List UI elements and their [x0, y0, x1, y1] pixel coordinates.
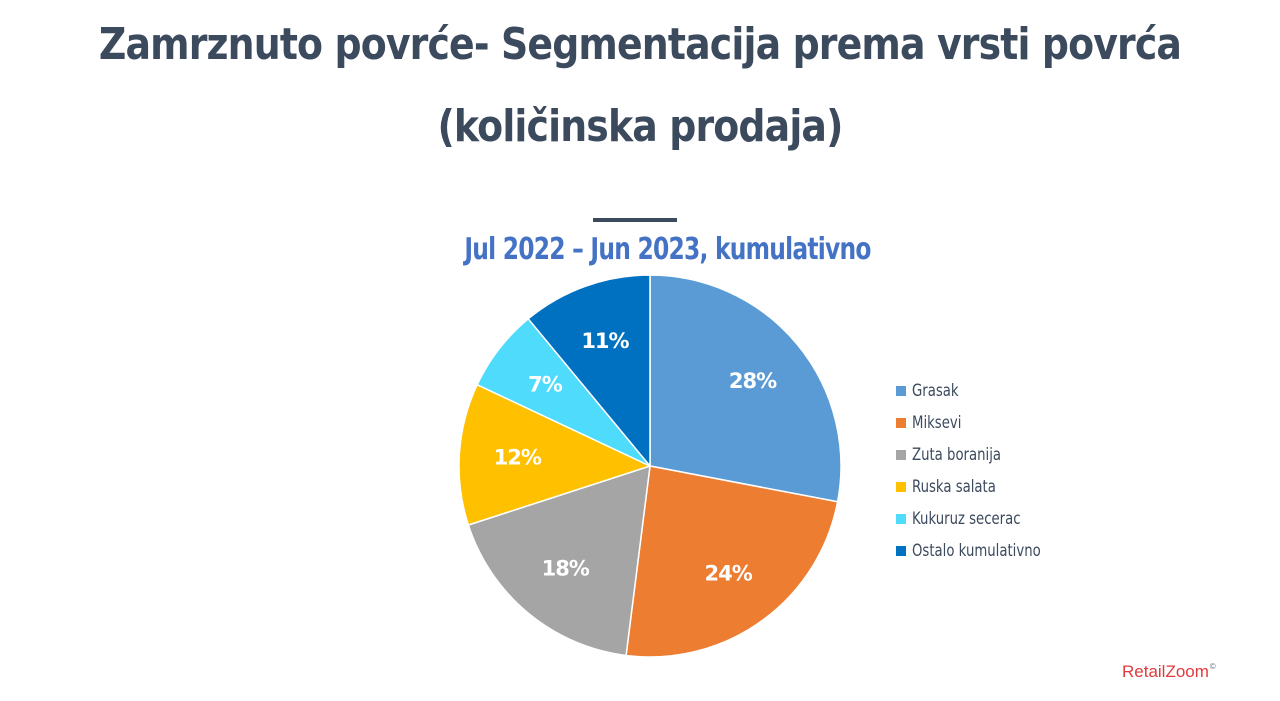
- pie-data-label: 7%: [528, 372, 563, 396]
- legend-swatch: [896, 418, 906, 428]
- pie-data-label: 24%: [705, 562, 753, 586]
- legend-item: Ostalo kumulativno: [896, 535, 1116, 567]
- legend-item: Zuta boranija: [896, 439, 1116, 471]
- brand-name: RetailZoom: [1122, 662, 1209, 681]
- legend-swatch: [896, 386, 906, 396]
- legend-label: Kukuruz secerac: [912, 509, 1021, 529]
- legend-label: Ruska salata: [912, 477, 996, 497]
- legend-swatch: [896, 546, 906, 556]
- pie-slice-zuta-boranija: [467, 465, 651, 657]
- pie-slice-ostalo-kumulativno: [527, 274, 651, 467]
- pie-slice-ruska-salata: [458, 383, 651, 526]
- legend-swatch: [896, 514, 906, 524]
- chart-legend: Grasak Miksevi Zuta boranija Ruska salat…: [896, 375, 1116, 567]
- legend-label: Grasak: [912, 381, 959, 401]
- legend-label: Miksevi: [912, 413, 962, 433]
- pie-data-label: 12%: [494, 446, 542, 470]
- legend-label: Ostalo kumulativno: [912, 541, 1041, 561]
- brand-mark: ©: [1209, 662, 1216, 671]
- page-title: Zamrznuto povrće- Segmentacija prema vrs…: [90, 4, 1191, 168]
- page-title-line-2: (količinska prodaja): [437, 101, 843, 152]
- pie-data-label: 28%: [729, 369, 777, 393]
- pie-slice-miksevi: [625, 465, 839, 658]
- legend-item: Miksevi: [896, 407, 1116, 439]
- legend-swatch: [896, 482, 906, 492]
- pie-slice-grasak: [649, 274, 842, 503]
- legend-item: Kukuruz secerac: [896, 503, 1116, 535]
- pie-data-label: 18%: [542, 556, 590, 580]
- pie-data-label: 11%: [581, 329, 629, 353]
- chart-title: Jul 2022 – Jun 2023, kumulativno: [464, 232, 871, 267]
- page-title-line-1: Zamrznuto povrće- Segmentacija prema vrs…: [98, 19, 1182, 70]
- retailzoom-logo: RetailZoom©: [1122, 662, 1216, 682]
- legend-label: Zuta boranija: [912, 445, 1002, 465]
- legend-swatch: [896, 450, 906, 460]
- legend-item: Ruska salata: [896, 471, 1116, 503]
- title-accent-bar: [593, 218, 677, 222]
- legend-item: Grasak: [896, 375, 1116, 407]
